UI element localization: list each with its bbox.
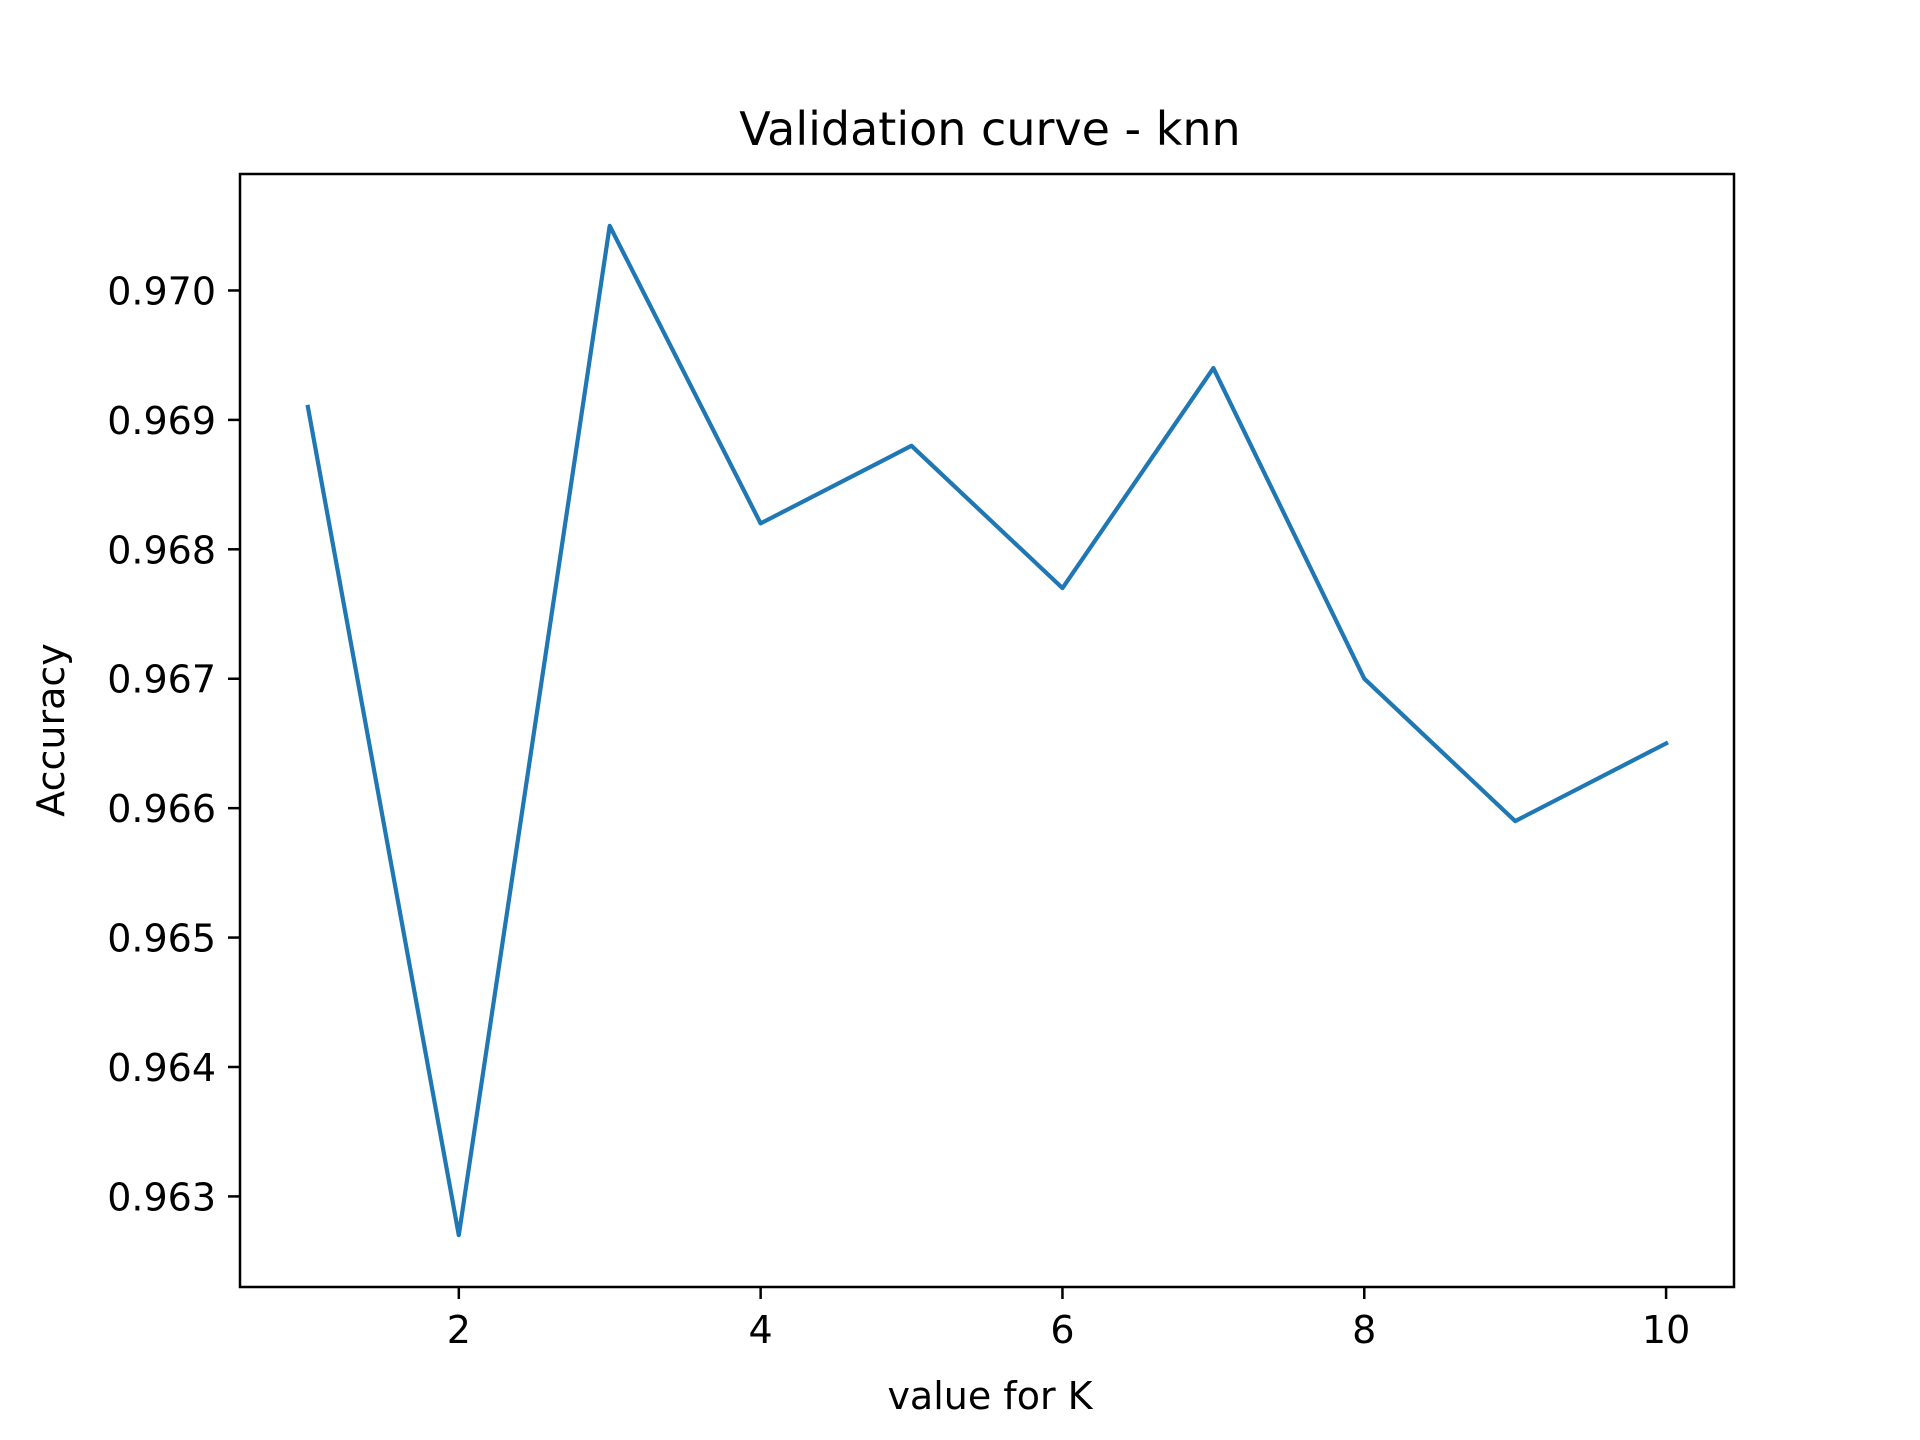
data-point bbox=[911, 445, 913, 447]
plot-area: 2 4 6 8 10 0.9630.9640.9650.9660.9670.9680.9… bbox=[107, 172, 1736, 1352]
data-point bbox=[1665, 742, 1667, 744]
x-axis-ticks: 2 4 6 8 10 bbox=[447, 1287, 1690, 1352]
axes-frame bbox=[238, 172, 1736, 1289]
y-axis-ticks: 0.963 0.964 0.965 0.966 0.967 0.968 0.969 0.970 bbox=[107, 269, 240, 1219]
y-tick-label: 0.970 bbox=[107, 269, 216, 313]
data-point bbox=[1514, 820, 1516, 822]
y-tick-label: 0.966 bbox=[107, 787, 216, 831]
y-tick-label: 0.964 bbox=[107, 1046, 216, 1090]
data-point bbox=[307, 406, 309, 408]
data-point bbox=[1212, 367, 1214, 369]
x-tick-label: 8 bbox=[1352, 1308, 1376, 1352]
x-axis-label: value for K bbox=[887, 1374, 1093, 1418]
data-point bbox=[609, 225, 611, 227]
x-tick-label: 6 bbox=[1050, 1308, 1074, 1352]
data-point bbox=[1363, 678, 1365, 680]
data-points bbox=[307, 225, 1667, 1236]
chart-title: Validation curve - knn bbox=[739, 102, 1240, 156]
data-point bbox=[1061, 587, 1063, 589]
accuracy-series-line bbox=[305, 223, 1669, 1238]
x-tick-label: 4 bbox=[749, 1308, 773, 1352]
y-tick-label: 0.965 bbox=[107, 917, 216, 961]
data-point bbox=[760, 522, 762, 524]
x-tick-label: 2 bbox=[447, 1308, 471, 1352]
x-tick-label: 10 bbox=[1642, 1308, 1690, 1352]
y-tick-label: 0.968 bbox=[107, 528, 216, 572]
data-point bbox=[458, 1234, 460, 1236]
y-tick-label: 0.969 bbox=[107, 399, 216, 443]
y-tick-label: 0.967 bbox=[107, 658, 216, 702]
y-tick-label: 0.963 bbox=[107, 1175, 216, 1219]
y-axis-label: Accuracy bbox=[29, 643, 73, 817]
